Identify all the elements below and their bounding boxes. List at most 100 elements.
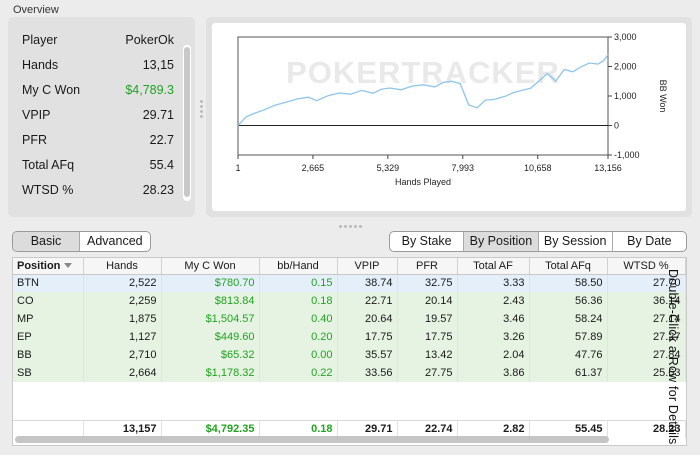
table-row[interactable]: EP 1,127 $449.60 0.20 17.75 17.75 3.26 57.89 27.… <box>13 328 686 346</box>
column-header-label: WTSD % <box>623 259 669 272</box>
table-cell: 2,522 <box>83 274 162 292</box>
table-cell: 2.04 <box>457 346 530 364</box>
table-cell: 27.75 <box>397 364 458 382</box>
table-cell: 0.20 <box>259 328 338 346</box>
table-cell: 20.14 <box>397 292 458 310</box>
stats-scrollbar-thumb[interactable] <box>184 47 190 197</box>
totals-cell: 28.23 <box>607 419 686 438</box>
column-header[interactable]: VPIP <box>337 258 398 275</box>
stat-label: VPIP <box>22 108 51 122</box>
stat-value: PokerOk <box>125 33 174 47</box>
table-cell: 2,259 <box>83 292 162 310</box>
table-cell: 33.56 <box>337 364 398 382</box>
table-cell: SB <box>13 364 84 382</box>
table-row[interactable]: SB 2,664 $1,178.32 0.22 33.56 27.75 3.86 61.37 2… <box>13 364 686 382</box>
table-row[interactable]: CO 2,259 $813.84 0.18 22.71 20.14 2.43 56.36 36.… <box>13 292 686 310</box>
table-cell: 0.15 <box>259 274 338 292</box>
tab-by-date[interactable]: By Date <box>611 232 686 251</box>
y-axis-label: BB Won <box>658 80 668 113</box>
horizontal-splitter-handle[interactable] <box>335 225 365 230</box>
overview-label: Overview <box>13 4 59 16</box>
table-cell: $780.70 <box>161 274 260 292</box>
y-tick-label: -1,000 <box>614 150 640 160</box>
x-tick-label: 10,658 <box>524 163 552 173</box>
totals-cell: 0.18 <box>259 419 338 438</box>
x-axis-label: Hands Played <box>395 177 451 187</box>
column-header-label: VPIP <box>354 259 380 272</box>
stat-row: WTSD % 28.23 <box>22 183 174 203</box>
y-tick-label: 2,000 <box>614 62 637 72</box>
double-click-hint: Double-Click a Row for Details <box>666 269 688 445</box>
y-tick-label: 3,000 <box>614 32 637 42</box>
column-header[interactable]: WTSD % <box>607 258 686 275</box>
table-cell: 2.43 <box>457 292 530 310</box>
stat-value: 55.4 <box>149 158 174 172</box>
table-cell: $1,178.32 <box>161 364 260 382</box>
column-header-label: bb/Hand <box>277 259 319 272</box>
table-cell: EP <box>13 328 84 346</box>
table-cell: 61.37 <box>529 364 608 382</box>
table-cell: 0.18 <box>259 292 338 310</box>
column-header[interactable]: bb/Hand <box>259 258 338 275</box>
table-row[interactable]: BTN 2,522 $780.70 0.15 38.74 32.75 3.33 58.50 27… <box>13 274 686 292</box>
tab-by-session[interactable]: By Session <box>537 232 612 251</box>
table-cell: 36.14 <box>607 292 686 310</box>
column-header[interactable]: Hands <box>83 258 162 275</box>
table-cell: 38.74 <box>337 274 398 292</box>
column-header-label: Total AF <box>473 259 513 272</box>
column-header-label: Hands <box>106 259 138 272</box>
table-cell: 0.00 <box>259 346 338 364</box>
table-cell: MP <box>13 310 84 328</box>
column-header[interactable]: PFR <box>397 258 458 275</box>
table-cell: 27.14 <box>607 310 686 328</box>
table-cell: 32.75 <box>397 274 458 292</box>
vertical-splitter-handle[interactable] <box>198 98 204 120</box>
y-tick-label: 0 <box>614 121 619 131</box>
x-tick-label: 13,156 <box>594 163 622 173</box>
stat-value: $4,789.3 <box>125 83 174 97</box>
totals-cell: 13,157 <box>83 419 162 438</box>
bb-won-series-line <box>237 54 609 126</box>
chart-area: POKERTRACKER 1 2,665 5,329 7,993 10,658 13,156… <box>212 23 686 211</box>
column-header[interactable]: My C Won <box>161 258 260 275</box>
stat-value: 29.71 <box>142 108 174 122</box>
sort-descending-icon <box>64 263 73 269</box>
stats-panel: Player PokerOk Hands 13,15 My C Won $4,789.3 V… <box>8 17 195 217</box>
table-cell: $65.32 <box>161 346 260 364</box>
x-tick-label: 2,665 <box>302 163 325 173</box>
table-cell: 27.27 <box>607 328 686 346</box>
table-row[interactable]: MP 1,875 $1,504.57 0.40 20.64 19.57 3.46 58.24 2… <box>13 310 686 328</box>
winnings-graph: POKERTRACKER 1 2,665 5,329 7,993 10,658 13,156… <box>235 32 668 187</box>
position-stats-table: Position Hands My C Won bb/Hand VPIP PFR Total… <box>12 257 687 446</box>
stat-value: 22.7 <box>149 133 174 147</box>
table-cell: 3.26 <box>457 328 530 346</box>
basic-tab[interactable]: Basic <box>13 232 79 251</box>
stat-label: Player <box>22 33 58 47</box>
stat-label: My C Won <box>22 83 81 97</box>
column-header[interactable]: Total AFq <box>529 258 608 275</box>
column-header[interactable]: Position <box>13 258 84 275</box>
stat-label: WTSD % <box>22 183 74 197</box>
totals-cell: 29.71 <box>337 419 398 438</box>
totals-cell: 2.82 <box>457 419 530 438</box>
table-cell: BB <box>13 346 84 364</box>
table-cell: 27.84 <box>607 346 686 364</box>
advanced-tab[interactable]: Advanced <box>79 232 150 251</box>
tab-by-stake[interactable]: By Stake <box>401 234 452 248</box>
table-cell: 20.64 <box>337 310 398 328</box>
stat-row: Hands 13,15 <box>22 58 174 78</box>
x-tick-label: 5,329 <box>377 163 400 173</box>
table-cell: 2,710 <box>83 346 162 364</box>
stat-value: 13,15 <box>142 58 174 72</box>
tab-by-position[interactable]: By Position <box>463 232 538 251</box>
stat-label: Hands <box>22 58 59 72</box>
column-header[interactable]: Total AF <box>457 258 530 275</box>
table-cell: 1,875 <box>83 310 162 328</box>
table-cell: CO <box>13 292 84 310</box>
double-click-hint-text: Double-Click a Row for Details <box>666 269 680 445</box>
stats-scrollbar[interactable] <box>183 45 191 201</box>
table-horizontal-scrollbar[interactable] <box>15 436 609 443</box>
table-row[interactable]: BB 2,710 $65.32 0.00 35.57 13.42 2.04 47.76 27.8… <box>13 346 686 364</box>
table-cell: 3.33 <box>457 274 530 292</box>
column-header-label: Position <box>17 259 61 272</box>
